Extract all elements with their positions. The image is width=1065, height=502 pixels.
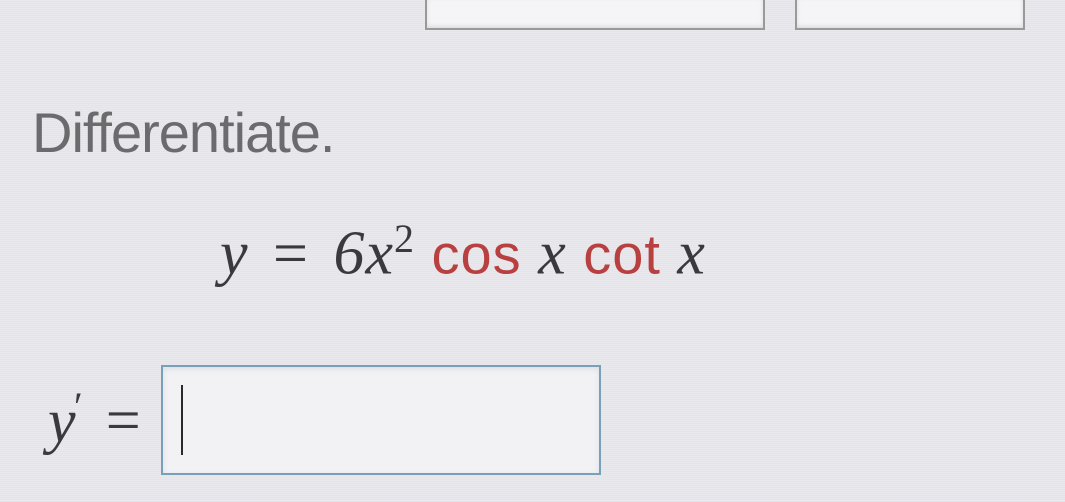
text-cursor [181,385,183,455]
lhs-variable: y [220,220,249,288]
prime-symbol: ′ [72,384,81,429]
coefficient: 6 [334,220,366,288]
trig-cos: cos [432,223,522,286]
prompt-text: Differentiate. [32,100,334,165]
trig-cos-arg: x [538,220,567,288]
equation-display: y = 6x2 cos x cot x [220,215,706,290]
exponent: 2 [394,216,415,261]
answer-equals: = [106,387,141,455]
answer-input[interactable] [161,365,601,475]
top-toolbar-remnants [425,0,1025,30]
variable-x: x [366,220,395,288]
trig-cot-arg: x [677,220,706,288]
answer-row: y′ = [48,365,601,475]
equals-sign: = [273,220,309,288]
top-box-left [425,0,765,30]
top-box-right [795,0,1025,30]
trig-cot: cot [583,223,661,286]
answer-lhs: y′ = [48,383,141,458]
